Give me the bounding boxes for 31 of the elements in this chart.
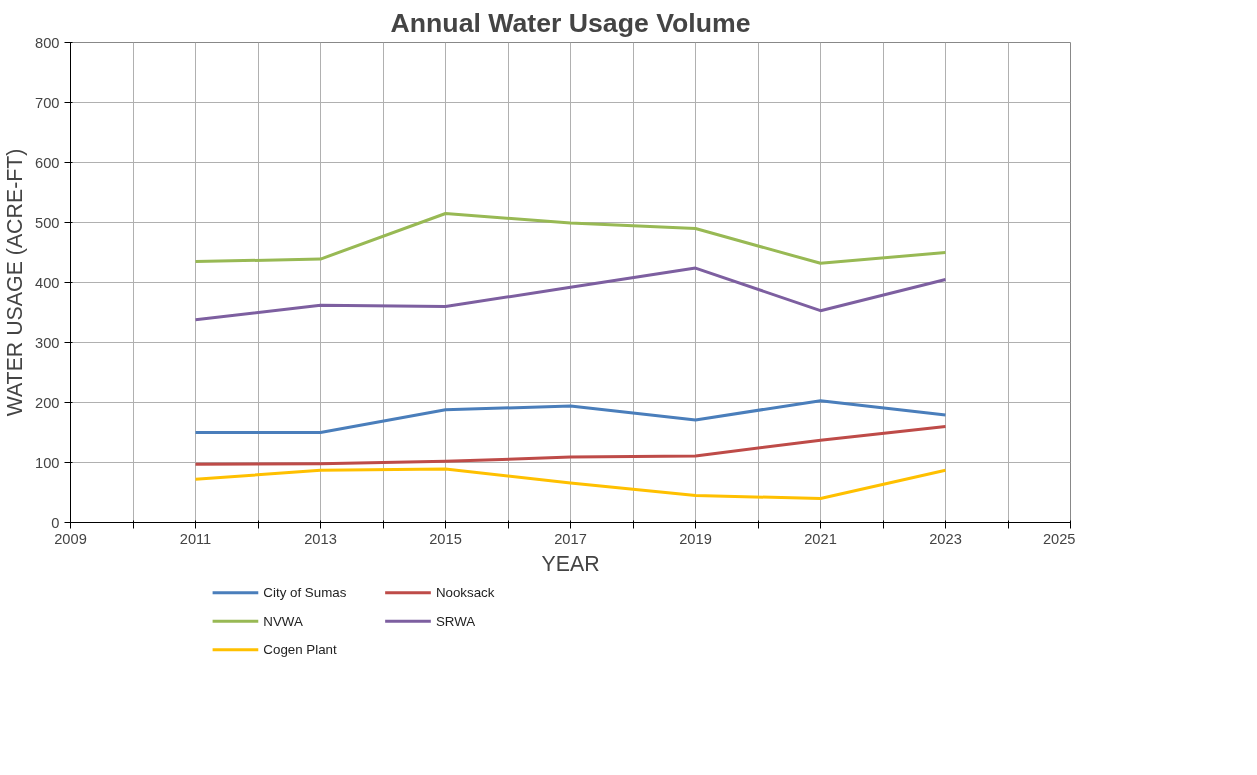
- y-tick-label: 600: [35, 154, 60, 171]
- y-tick-label: 500: [35, 214, 60, 231]
- y-tick-label: 0: [51, 514, 60, 531]
- x-tick-label: 2011: [179, 530, 212, 547]
- x-axis-title: YEAR: [541, 551, 600, 576]
- y-tick-label: 800: [35, 34, 60, 51]
- legend-label: City of Sumas: [263, 585, 347, 601]
- line-series: [194, 467, 947, 500]
- y-tick-label: 100: [35, 454, 60, 471]
- y-tick-label: 700: [35, 94, 60, 111]
- x-tick-label: 2009: [54, 530, 87, 547]
- y-tick-label: 400: [35, 274, 60, 291]
- x-tick-label: 2023: [929, 530, 962, 547]
- legend-label: Cogen Plant: [263, 642, 337, 658]
- legend-label: SRWA: [435, 613, 476, 629]
- y-tick-label: 200: [35, 394, 60, 411]
- chart-title: Annual Water Usage Volume: [390, 7, 751, 38]
- x-tick-label: 2013: [304, 530, 337, 547]
- line-series: [194, 266, 947, 322]
- x-tick-label: 2017: [554, 530, 587, 547]
- x-tick-label: 2015: [429, 530, 462, 547]
- legend-label: NVWA: [263, 613, 303, 629]
- line-series: [194, 399, 947, 434]
- line-series: [194, 425, 947, 466]
- legend-label: Nooksack: [435, 585, 495, 601]
- x-tick-label: 2021: [804, 530, 837, 547]
- y-tick-label: 300: [35, 334, 60, 351]
- x-tick-label: 2019: [679, 530, 712, 547]
- line-series: [194, 212, 947, 265]
- x-tick-label: 2025: [1042, 530, 1076, 547]
- y-axis-title: WATER USAGE (ACRE-FT): [3, 148, 28, 417]
